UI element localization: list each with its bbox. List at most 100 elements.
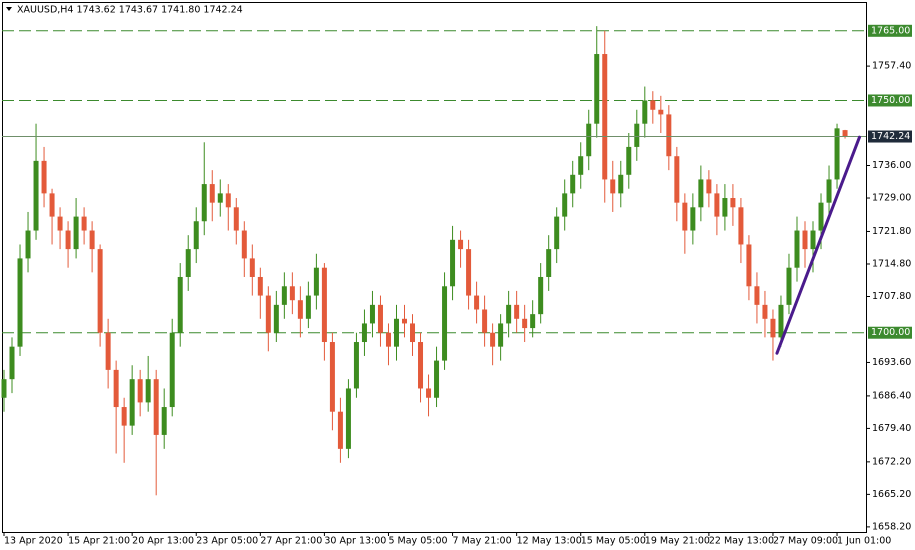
candle-body [169,332,175,408]
candle-body [225,193,231,208]
candle-body [434,360,440,398]
candle-body [682,202,688,231]
candle-body [57,216,63,231]
candle-body [41,160,47,194]
x-tick-label: 7 May 21:00 [453,536,512,547]
candle-body [698,179,704,208]
candle-body [450,239,456,287]
candle-body [361,323,367,343]
y-tick-label: 1736.00 [872,160,911,171]
candle-body [161,407,167,435]
x-tick-label: 22 May 13:00 [709,536,774,547]
x-tick-label: 19 May 21:00 [645,536,710,547]
candle-body [754,286,760,305]
candle-body [345,388,351,449]
candle-body [1,379,7,398]
candle-body [113,369,119,408]
x-tick-label: 27 Apr 21:00 [260,536,322,547]
candle-body [634,123,640,147]
candle-body [602,54,608,180]
candle-body [802,230,808,250]
candle-body [706,179,712,194]
y-tick-label: 1693.60 [872,357,911,368]
candle-body [794,230,800,268]
level-label: 1765.00 [871,25,910,36]
candle-body [153,379,159,435]
candle-body [834,128,840,180]
candle-body [97,249,103,333]
candle-body [177,276,183,333]
x-tick-label: 5 May 05:00 [388,536,447,547]
candle-body [738,207,744,245]
candle-body [650,100,656,110]
candle-body [466,249,472,296]
candle-body [201,184,207,222]
candle-body [185,249,191,277]
candle-body [826,179,832,203]
candle-body [137,379,143,403]
candle-body [666,114,672,157]
candle-body [610,179,616,194]
candle-body [514,304,520,319]
candle-body [329,342,335,412]
x-tick-label: 20 Apr 13:00 [132,536,194,547]
candle-body [257,276,263,296]
candle-body [337,411,343,449]
candle-body [714,193,720,217]
candle-body [642,100,648,124]
chart-title: XAUUSD,H4 1743.62 1743.67 1741.80 1742.2… [17,5,243,16]
candle-body [193,221,199,250]
y-tick-label: 1721.80 [872,226,911,237]
candle-body [570,174,576,194]
candle-body [25,230,31,259]
candle-body [818,202,824,231]
candle-body [73,216,79,250]
candle-body [562,193,568,217]
y-tick-label: 1757.40 [872,61,911,72]
y-tick-label: 1714.80 [872,258,911,269]
candle-body [81,216,87,231]
candle-body [89,230,95,250]
y-tick-label: 1707.80 [872,291,911,302]
candle-body [393,318,399,347]
candle-body [17,258,23,347]
trendline [775,135,861,355]
y-tick-label: 1672.20 [872,456,911,467]
candle-body [586,123,592,157]
candle-body [594,54,600,124]
candle-body [530,314,536,329]
candle-body [506,304,512,324]
candle-body [762,304,768,319]
candle-body [778,304,784,338]
candle-body [658,109,664,115]
candle-body [490,332,496,347]
candle-body [810,230,816,250]
candle-body [474,295,480,310]
candle-body [377,304,383,333]
level-label: 1700.00 [871,327,910,338]
candle-body [578,156,584,175]
candle-body [385,332,391,347]
candle-body [273,304,279,333]
x-tick-label: 1 Jun 01:00 [837,536,891,547]
x-tick-label: 12 May 13:00 [517,536,582,547]
candle-body [281,286,287,305]
candle-body [65,230,71,250]
candle-body [402,318,407,324]
candle-body [209,184,215,203]
candle-body [770,318,776,338]
candle-body [690,207,696,231]
menu-arrow[interactable] [6,7,12,11]
x-tick-label: 30 Apr 13:00 [324,536,386,547]
candle-body [297,300,303,319]
candle-body [730,198,736,208]
candle-body [442,286,448,361]
level-label-box [868,24,912,37]
candle-body [305,295,311,319]
candle-body [842,130,848,137]
candle-body [522,318,528,329]
y-tick-label: 1665.20 [872,489,911,500]
candle-body [249,258,255,277]
candle-body [145,379,151,403]
